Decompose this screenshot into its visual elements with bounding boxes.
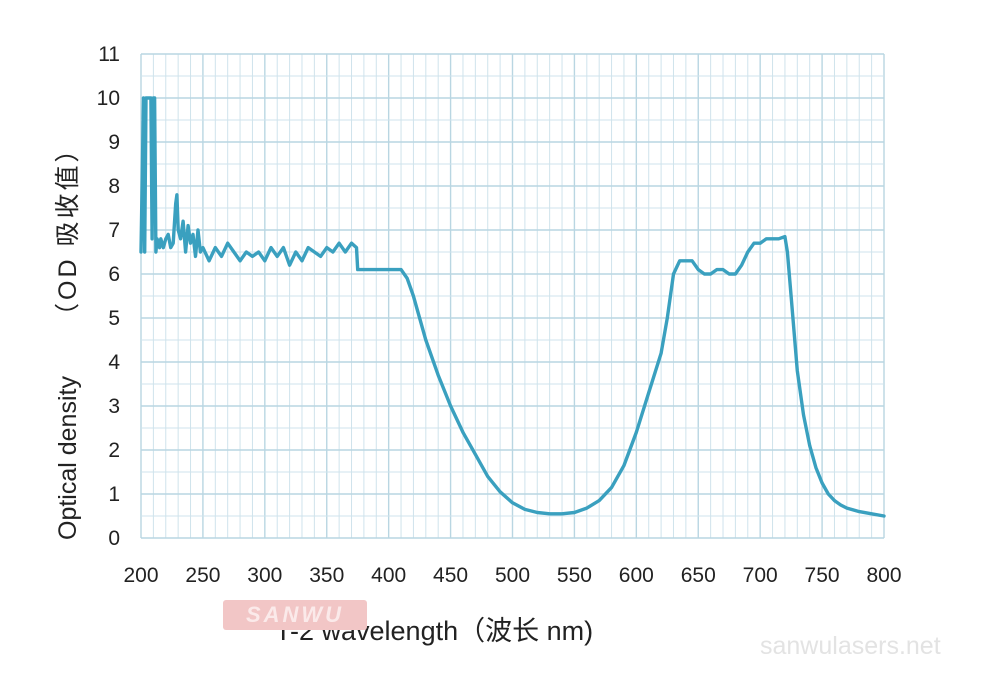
y-tick-label: 8 bbox=[108, 175, 120, 198]
x-tick-label: 550 bbox=[557, 564, 592, 587]
x-tick-label: 450 bbox=[433, 564, 468, 587]
x-tick-label: 500 bbox=[495, 564, 530, 587]
tick-labels: 200 250 300 350 400 450 500 550 600 650 700 750 800 0… bbox=[97, 43, 902, 587]
y-tick-label: 3 bbox=[108, 395, 120, 418]
y-axis-label: Optical density （OD 吸收值） bbox=[54, 135, 82, 540]
y-tick-label: 2 bbox=[108, 439, 120, 462]
y-tick-label: 1 bbox=[108, 483, 120, 506]
x-tick-label: 600 bbox=[619, 564, 654, 587]
x-tick-label: 200 bbox=[123, 564, 158, 587]
x-tick-label: 800 bbox=[866, 564, 901, 587]
y-axis-label-main: Optical density bbox=[54, 376, 82, 540]
x-tick-label: 300 bbox=[247, 564, 282, 587]
y-tick-label: 11 bbox=[98, 43, 120, 66]
x-tick-label: 650 bbox=[681, 564, 716, 587]
x-tick-label: 700 bbox=[743, 564, 778, 587]
y-axis-label-sub: （OD 吸收值） bbox=[54, 135, 82, 328]
y-tick-label: 0 bbox=[108, 527, 120, 550]
y-tick-label: 6 bbox=[108, 263, 120, 286]
x-tick-label: 400 bbox=[371, 564, 406, 587]
grid bbox=[140, 53, 885, 539]
y-tick-label: 4 bbox=[108, 351, 120, 374]
watermark-site: sanwulasers.net bbox=[760, 632, 941, 660]
x-tick-label: 250 bbox=[185, 564, 220, 587]
od-curve bbox=[139, 96, 886, 518]
y-tick-label: 5 bbox=[108, 307, 120, 330]
y-tick-label: 7 bbox=[108, 219, 120, 242]
y-tick-label: 9 bbox=[108, 131, 120, 154]
y-tick-label: 10 bbox=[97, 87, 120, 110]
watermark-logo: SANWU bbox=[223, 600, 367, 630]
x-tick-label: 750 bbox=[805, 564, 840, 587]
x-tick-label: 350 bbox=[309, 564, 344, 587]
